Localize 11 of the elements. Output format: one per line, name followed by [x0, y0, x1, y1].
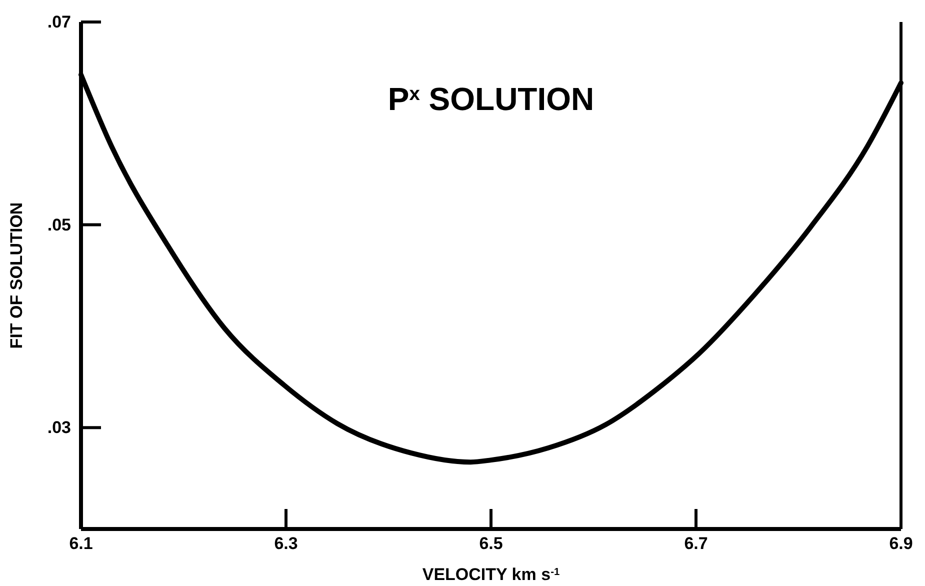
- y-tick-label: .05: [47, 215, 71, 234]
- x-tick-label: 6.1: [69, 534, 93, 554]
- x-tick-label: 6.7: [684, 534, 708, 554]
- x-tick-label: 6.9: [889, 534, 913, 554]
- x-tick-label: 6.5: [479, 534, 503, 554]
- x-tick-label: 6.3: [274, 534, 298, 554]
- y-tick-label: .03: [47, 418, 71, 438]
- y-tick-label: .07: [47, 12, 71, 32]
- text: P$^{x}$ SOLUTION: [388, 81, 594, 117]
- x-axis-title: VELOCITY km s$^{-1}$: [422, 565, 560, 584]
- y-axis-title: FIT OF SOLUTION: [7, 202, 26, 349]
